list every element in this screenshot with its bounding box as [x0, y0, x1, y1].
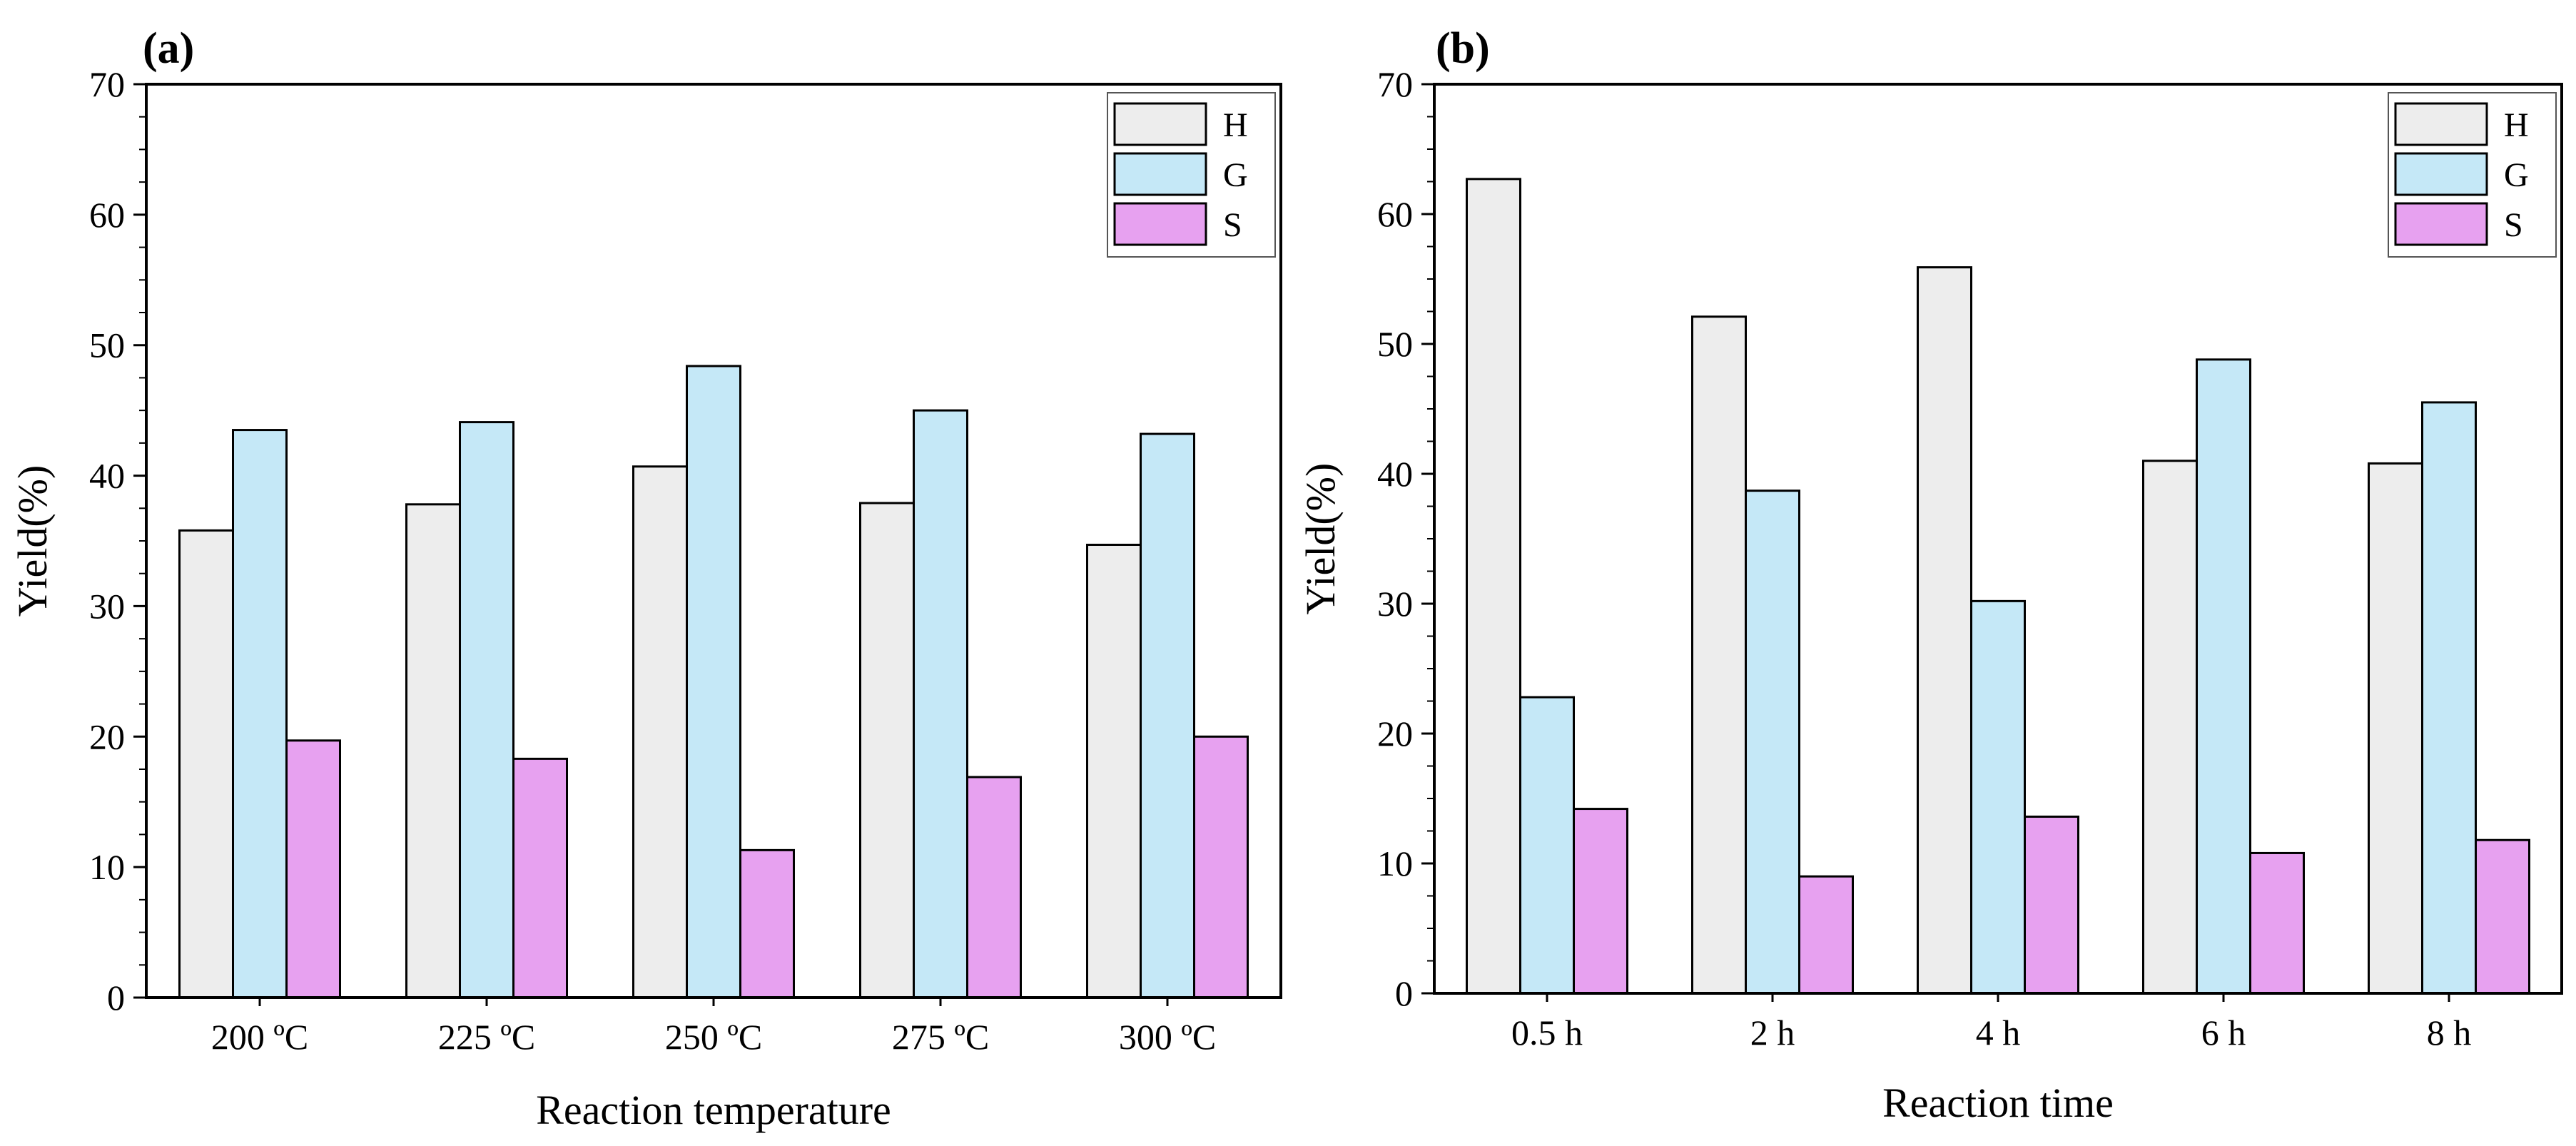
bar-h-3	[632, 465, 688, 999]
y-tick-label: 20	[1377, 714, 1413, 754]
bar-h-4	[2142, 460, 2198, 995]
legend-label: H	[2504, 106, 2529, 144]
y-tick-label: 50	[89, 325, 125, 365]
x-tick-label: 250 ºC	[665, 1017, 762, 1057]
legend-swatch-s	[2394, 202, 2488, 246]
bar-g-4	[913, 409, 968, 999]
bar-g-3	[1970, 599, 2026, 995]
bar-s-1	[285, 739, 341, 999]
bar-h-1	[178, 529, 234, 999]
bar-s-2	[512, 757, 568, 999]
panel-b: (b) 0.5 h 2 h 4 h 6 h 8 h 0 10 20 30 40 50 60 70 React…	[1297, 24, 2563, 1126]
x-tick-label: 4 h	[1976, 1013, 2021, 1053]
x-axis-title: Reaction temperature	[536, 1087, 891, 1133]
y-tick-label: 60	[1377, 194, 1413, 234]
legend: HGS	[2388, 92, 2557, 258]
legend-swatch-g	[1113, 152, 1207, 196]
y-tick-label: 30	[89, 586, 125, 626]
bar-s-4	[966, 776, 1022, 999]
legend-label: H	[1223, 106, 1248, 144]
bar-g-5	[2421, 401, 2477, 995]
bar-g-4	[2196, 358, 2251, 995]
bar-s-4	[2249, 851, 2305, 995]
x-tick-label: 300 ºC	[1119, 1017, 1216, 1057]
bar-g-3	[686, 365, 741, 999]
bar-h-2	[1691, 315, 1747, 995]
y-axis-title: Yield(%)	[9, 465, 56, 617]
x-tick-label: 6 h	[2201, 1013, 2246, 1053]
bar-s-3	[739, 848, 795, 999]
x-tick-label: 8 h	[2427, 1013, 2472, 1053]
bar-g-2	[459, 421, 514, 999]
bar-g-1	[232, 429, 288, 999]
y-tick-label: 40	[1377, 454, 1413, 494]
legend-label: G	[1223, 156, 1248, 194]
bar-g-2	[1745, 490, 1800, 995]
bar-s-1	[1573, 808, 1628, 995]
x-axis-title: Reaction time	[1882, 1080, 2114, 1126]
legend: HGS	[1107, 92, 1276, 258]
bar-h-4	[859, 502, 915, 999]
bar-s-3	[2024, 815, 2079, 995]
legend-swatch-g	[2394, 152, 2488, 196]
y-tick-label: 20	[89, 716, 125, 756]
bar-h-5	[2368, 462, 2423, 995]
y-tick-label: 70	[1377, 64, 1413, 104]
bar-s-5	[1193, 735, 1249, 999]
y-tick-label: 10	[1377, 843, 1413, 883]
legend-label: G	[2504, 156, 2529, 194]
legend-label: S	[2504, 206, 2523, 244]
bar-h-3	[1917, 266, 1972, 995]
bar-h-2	[405, 503, 461, 999]
panel-label: (a)	[143, 24, 194, 73]
panel-a: (a) 200 ºC 225 ºC 250 ºC 275 ºC 300 ºC 0 10 20 30…	[9, 24, 1282, 1133]
bar-h-5	[1086, 543, 1142, 999]
y-axis-title: Yield(%)	[1297, 463, 1344, 615]
y-tick-label: 0	[1395, 973, 1413, 1013]
y-tick-label: 0	[107, 978, 125, 1018]
bar-h-1	[1466, 178, 1521, 995]
plot-frame	[145, 83, 1282, 999]
bar-s-2	[1798, 875, 1854, 995]
x-tick-label: 275 ºC	[892, 1017, 989, 1057]
y-tick-label: 50	[1377, 324, 1413, 364]
x-tick-label: 2 h	[1750, 1013, 1795, 1053]
bar-g-1	[1519, 696, 1575, 995]
legend-swatch-h	[1113, 102, 1207, 146]
y-tick-label: 60	[89, 195, 125, 235]
y-tick-label: 70	[89, 64, 125, 104]
legend-swatch-s	[1113, 202, 1207, 246]
legend-swatch-h	[2394, 102, 2488, 146]
y-tick-label: 40	[89, 456, 125, 496]
y-tick-label: 30	[1377, 584, 1413, 624]
legend-label: S	[1223, 206, 1242, 244]
x-tick-label: 225 ºC	[438, 1017, 535, 1057]
x-tick-label: 200 ºC	[211, 1017, 308, 1057]
bar-g-5	[1140, 432, 1195, 999]
plot-frame	[1433, 83, 2563, 995]
bar-s-5	[2475, 838, 2530, 995]
panel-label: (b)	[1436, 24, 1490, 73]
y-tick-label: 10	[89, 847, 125, 887]
x-tick-label: 0.5 h	[1511, 1013, 1583, 1053]
